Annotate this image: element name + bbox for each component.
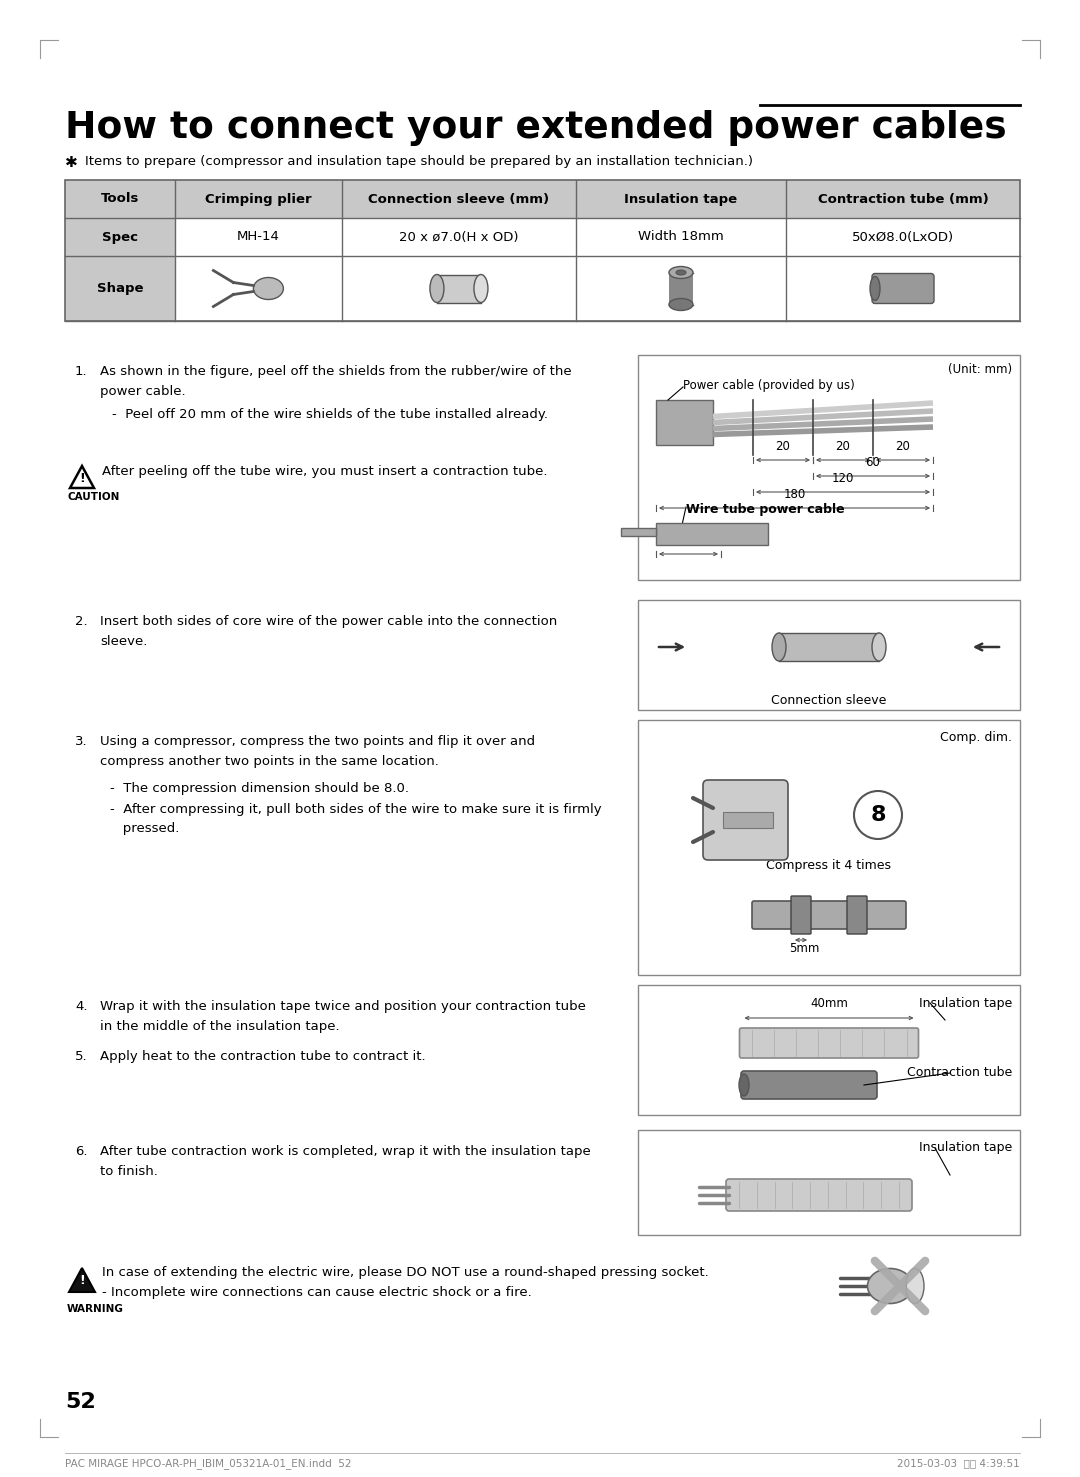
Ellipse shape (906, 1269, 924, 1304)
Text: 60: 60 (865, 456, 880, 470)
Ellipse shape (867, 1269, 913, 1304)
Text: 4.: 4. (75, 1000, 87, 1013)
Ellipse shape (772, 634, 786, 662)
Text: Connection sleeve: Connection sleeve (771, 694, 887, 706)
Text: As shown in the figure, peel off the shields from the rubber/wire of the
power c: As shown in the figure, peel off the shi… (100, 365, 571, 397)
Bar (621, 529, 656, 536)
Ellipse shape (474, 275, 488, 303)
Text: Crimping plier: Crimping plier (205, 192, 312, 205)
Text: Insulation tape: Insulation tape (624, 192, 738, 205)
Text: -  After compressing it, pull both sides of the wire to make sure it is firmly
 : - After compressing it, pull both sides … (110, 803, 602, 835)
Ellipse shape (430, 275, 444, 303)
FancyBboxPatch shape (847, 897, 867, 933)
Text: Wire tube power cable: Wire tube power cable (686, 504, 845, 517)
FancyBboxPatch shape (703, 780, 788, 860)
Text: 20: 20 (836, 440, 850, 453)
Text: After peeling off the tube wire, you must insert a contraction tube.: After peeling off the tube wire, you mus… (102, 465, 548, 479)
Bar (65, 219, 175, 256)
Text: In case of extending the electric wire, please DO NOT use a round-shaped pressin: In case of extending the electric wire, … (102, 1266, 708, 1279)
Bar (638, 985, 1020, 1115)
Bar (638, 354, 1020, 580)
Text: Comp. dim.: Comp. dim. (940, 731, 1012, 744)
Text: Items to prepare (compressor and insulation tape should be prepared by an instal: Items to prepare (compressor and insulat… (85, 155, 753, 168)
Text: After tube contraction work is completed, wrap it with the insulation tape
to fi: After tube contraction work is completed… (100, 1145, 591, 1179)
Text: 50xØ8.0(LxOD): 50xØ8.0(LxOD) (852, 230, 954, 244)
FancyBboxPatch shape (726, 1179, 912, 1211)
Circle shape (854, 792, 902, 839)
Text: Tools: Tools (100, 192, 139, 205)
Ellipse shape (669, 298, 693, 310)
Bar (638, 600, 1020, 710)
Bar (656, 523, 768, 545)
Text: 6.: 6. (75, 1145, 87, 1158)
Text: Power cable (provided by us): Power cable (provided by us) (683, 378, 854, 391)
Text: 40mm: 40mm (810, 997, 848, 1010)
Text: Contraction tube: Contraction tube (907, 1066, 1012, 1080)
Text: MH-14: MH-14 (237, 230, 280, 244)
Text: 5.: 5. (75, 1050, 87, 1063)
Ellipse shape (669, 266, 693, 279)
Bar (723, 812, 773, 829)
Text: Compress it 4 times: Compress it 4 times (767, 858, 891, 871)
Text: 3.: 3. (75, 736, 87, 747)
Text: 120: 120 (832, 473, 854, 484)
FancyBboxPatch shape (752, 901, 906, 929)
Text: ✱: ✱ (65, 155, 78, 170)
Text: 20: 20 (680, 535, 696, 546)
FancyBboxPatch shape (872, 273, 934, 303)
Ellipse shape (676, 270, 686, 275)
Bar (65, 180, 1020, 321)
Text: Apply heat to the contraction tube to contract it.: Apply heat to the contraction tube to co… (100, 1050, 426, 1063)
Text: WARNING: WARNING (67, 1304, 124, 1315)
FancyBboxPatch shape (740, 1028, 918, 1058)
Text: Insulation tape: Insulation tape (919, 997, 1012, 1009)
Text: CAUTION: CAUTION (67, 492, 120, 502)
Bar (779, 634, 879, 662)
Text: Insert both sides of core wire of the power cable into the connection
sleeve.: Insert both sides of core wire of the po… (100, 614, 557, 648)
Bar (669, 272, 693, 304)
Text: PAC MIRAGE HPCO-AR-PH_IBIM_05321A-01_EN.indd  52: PAC MIRAGE HPCO-AR-PH_IBIM_05321A-01_EN.… (65, 1458, 351, 1470)
Bar (656, 400, 713, 445)
FancyBboxPatch shape (791, 897, 811, 933)
Bar (65, 180, 1020, 219)
Text: (Unit: mm): (Unit: mm) (948, 362, 1012, 375)
Text: How to connect your extended power cables: How to connect your extended power cable… (65, 109, 1007, 146)
Text: 20: 20 (775, 440, 791, 453)
Text: 52: 52 (65, 1391, 96, 1412)
Text: Contraction tube (mm): Contraction tube (mm) (818, 192, 988, 205)
Text: - Incomplete wire connections can cause electric shock or a fire.: - Incomplete wire connections can cause … (102, 1286, 531, 1298)
Bar (65, 256, 175, 321)
Bar (437, 275, 481, 303)
Text: Using a compressor, compress the two points and flip it over and
compress anothe: Using a compressor, compress the two poi… (100, 736, 535, 768)
Bar (65, 180, 175, 219)
Text: -  Peel off 20 mm of the wire shields of the tube installed already.: - Peel off 20 mm of the wire shields of … (112, 408, 548, 421)
Text: 2.: 2. (75, 614, 87, 628)
Bar (638, 1130, 1020, 1235)
Text: Connection sleeve (mm): Connection sleeve (mm) (368, 192, 550, 205)
Bar (638, 719, 1020, 975)
Text: 180: 180 (783, 487, 806, 501)
Text: 20 x ø7.0(H x OD): 20 x ø7.0(H x OD) (400, 230, 518, 244)
Text: 1.: 1. (75, 365, 87, 378)
Text: 2015-03-03  오후 4:39:51: 2015-03-03 오후 4:39:51 (897, 1458, 1020, 1468)
Ellipse shape (872, 634, 886, 662)
Text: -  The compression dimension should be 8.0.: - The compression dimension should be 8.… (110, 781, 409, 795)
Text: Spec: Spec (102, 230, 138, 244)
Polygon shape (69, 1267, 95, 1292)
Text: Wrap it with the insulation tape twice and position your contraction tube
in the: Wrap it with the insulation tape twice a… (100, 1000, 585, 1032)
Text: Insulation tape: Insulation tape (919, 1142, 1012, 1155)
Ellipse shape (254, 278, 283, 300)
Text: 20: 20 (895, 440, 910, 453)
Text: 8: 8 (870, 805, 886, 826)
Text: Width 18mm: Width 18mm (638, 230, 724, 244)
Text: 5mm: 5mm (788, 941, 820, 954)
Ellipse shape (870, 276, 880, 300)
Text: !: ! (79, 1275, 85, 1288)
Text: !: ! (79, 473, 85, 486)
Ellipse shape (739, 1074, 750, 1096)
FancyBboxPatch shape (741, 1071, 877, 1099)
Text: Shape: Shape (97, 282, 144, 295)
